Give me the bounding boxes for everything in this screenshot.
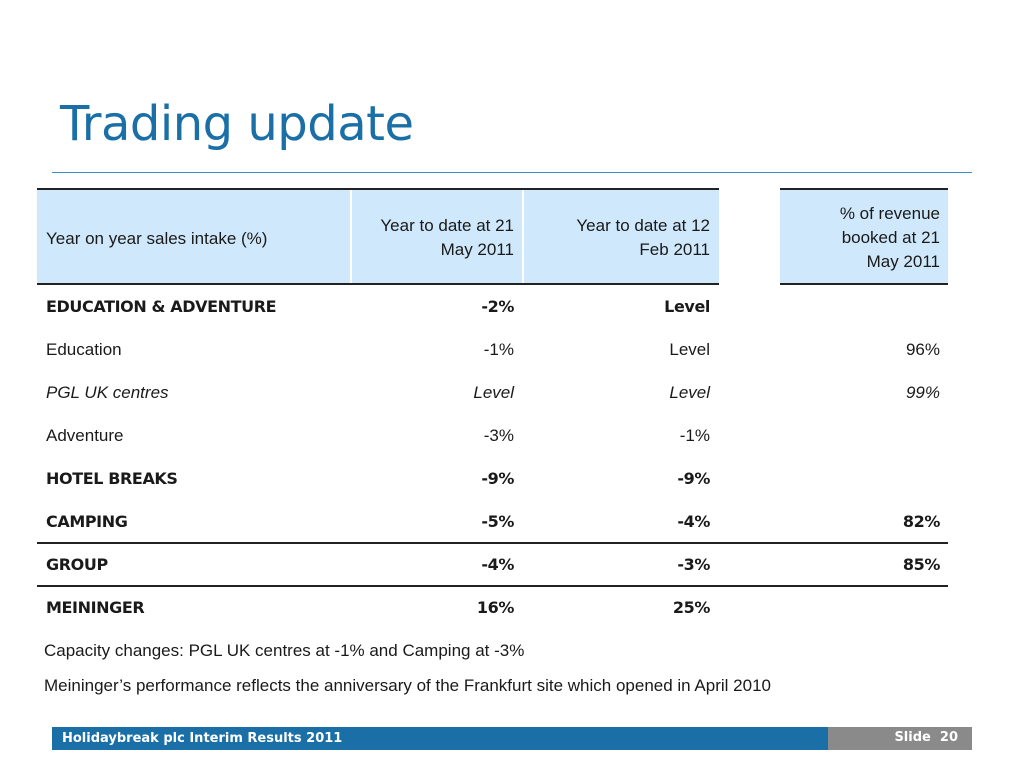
group-top-border [37,542,948,544]
row-value: -2% [481,297,514,316]
row-label-group: GROUP [46,555,108,574]
row-label-adventure: Adventure [46,426,124,445]
slide-label: Slide [894,730,931,745]
row-value: -1% [483,340,514,359]
header-bottom-border-col3 [780,283,948,285]
row-label-hotel-breaks: HOTEL BREAKS [46,469,178,488]
header-col2-line2: Feb 2011 [639,240,710,259]
row-value: Level [473,383,514,402]
note-meininger-performance: Meininger’s performance reflects the ann… [44,676,771,695]
header-cell-label [37,190,350,283]
row-value: 25% [672,598,711,617]
row-label-education-adventure: EDUCATION & ADVENTURE [46,297,277,316]
header-top-border-main [37,188,719,190]
slide-number-box [828,727,972,750]
row-label-camping: CAMPING [46,512,128,531]
row-value: -4% [677,512,710,531]
row-value: -5% [481,512,514,531]
header-label: Year on year sales intake (%) [46,229,268,248]
row-label-pgl-uk-centres: PGL UK centres [46,383,169,402]
header-col3-line3: May 2011 [866,252,940,271]
footer-bar [52,727,828,750]
note-capacity-changes: Capacity changes: PGL UK centres at -1% … [44,641,525,660]
row-value: -4% [481,555,514,574]
group-bottom-border [37,585,948,587]
header-cell-col3 [780,190,948,283]
header-col3-line2: booked at 21 [841,228,940,247]
header-col1-line1: Year to date at 21 [380,216,514,235]
row-value: -9% [481,469,514,488]
slide-number-value: 20 [939,730,958,745]
row-label-meininger: MEININGER [46,598,145,617]
row-value: -1% [679,426,710,445]
row-value: 16% [476,598,515,617]
header-col2-line1: Year to date at 12 [576,216,710,235]
row-value: -3% [677,555,710,574]
row-value: -9% [677,469,710,488]
row-value: 96% [905,340,940,359]
slide-title: Trading update [60,96,414,152]
slide-number: Slide 20 [894,730,958,745]
header-cell-col1 [352,190,522,283]
row-label-education: Education [46,340,122,359]
header-col2: Year to date at 12 Feb 2011 [524,214,710,262]
header-col1: Year to date at 21 May 2011 [352,214,514,262]
header-col1-line2: May 2011 [440,240,514,259]
header-col3-line1: % of revenue [839,204,940,223]
header-col3: % of revenue booked at 21 May 2011 [780,202,940,274]
row-value: 82% [902,512,941,531]
row-value: Level [669,383,710,402]
header-bottom-border-main [37,283,719,285]
row-value: -3% [483,426,514,445]
footer-presentation-title: Holidaybreak plc Interim Results 2011 [62,731,343,746]
row-value: Level [669,340,710,359]
row-value: 85% [902,555,941,574]
row-value: 99% [905,383,940,402]
header-cell-col2 [524,190,719,283]
title-underline [52,172,972,173]
row-value: Level [664,297,710,316]
header-top-border-col3 [780,188,948,190]
